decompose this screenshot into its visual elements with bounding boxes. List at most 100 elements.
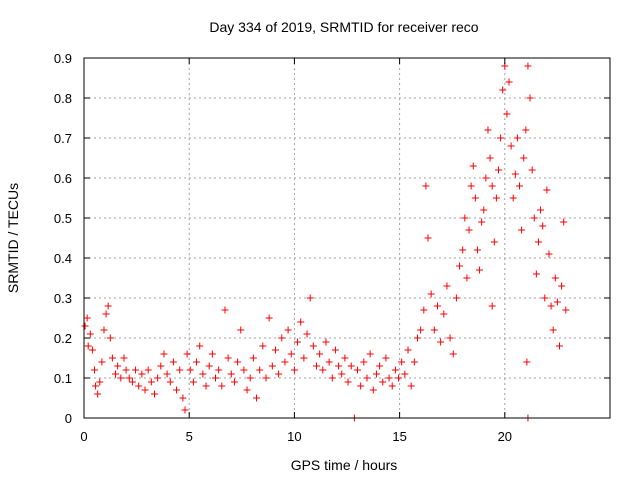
x-tick-label: 10 <box>287 429 301 444</box>
data-point <box>202 382 210 390</box>
data-point <box>262 374 270 382</box>
data-point <box>312 362 320 370</box>
data-point <box>234 358 242 366</box>
y-tick-label: 0.2 <box>54 331 72 346</box>
data-point <box>259 342 267 350</box>
data-point <box>486 154 494 162</box>
data-point <box>163 370 171 378</box>
data-point <box>84 342 92 350</box>
data-point <box>132 366 140 374</box>
x-tick-label: 15 <box>392 429 406 444</box>
data-point <box>513 134 521 142</box>
data-point <box>246 374 254 382</box>
data-point <box>344 378 352 386</box>
x-tick-label: 0 <box>80 429 87 444</box>
data-point <box>562 306 570 314</box>
data-point <box>360 358 368 366</box>
data-point <box>522 126 530 134</box>
y-tick-label: 0.1 <box>54 371 72 386</box>
data-point <box>112 370 120 378</box>
data-point <box>560 218 568 226</box>
data-point <box>494 166 502 174</box>
data-point <box>94 390 102 398</box>
data-point <box>322 338 330 346</box>
data-point <box>186 366 194 374</box>
data-point <box>537 206 545 214</box>
data-point <box>452 294 460 302</box>
data-point <box>81 322 89 330</box>
data-point <box>526 94 534 102</box>
data-point <box>507 142 515 150</box>
data-point <box>96 378 104 386</box>
data-point <box>83 314 91 322</box>
data-point <box>218 382 226 390</box>
data-point <box>417 326 425 334</box>
data-point <box>459 246 467 254</box>
data-point <box>104 302 112 310</box>
data-point <box>509 194 517 202</box>
data-point <box>369 386 377 394</box>
data-point <box>331 346 339 354</box>
data-point <box>166 378 174 386</box>
data-point <box>268 362 276 370</box>
data-point <box>398 358 406 366</box>
data-point <box>122 366 130 374</box>
data-point <box>102 310 110 318</box>
data-point <box>391 366 399 374</box>
data-point <box>488 302 496 310</box>
data-point <box>338 370 346 378</box>
data-point <box>357 382 365 390</box>
data-point <box>212 374 219 382</box>
x-tick-label: 20 <box>498 429 512 444</box>
y-tick-label: 0.5 <box>54 211 72 226</box>
data-point <box>449 350 457 358</box>
data-point <box>205 362 213 370</box>
data-point <box>306 294 314 302</box>
data-point <box>154 374 162 382</box>
data-point <box>128 378 136 386</box>
data-point <box>147 378 155 386</box>
y-tick-label: 0.4 <box>54 251 72 266</box>
data-point <box>106 334 114 342</box>
data-point <box>196 342 204 350</box>
data-point <box>120 354 128 362</box>
data-point <box>366 350 374 358</box>
data-point <box>108 354 116 362</box>
data-point <box>208 350 216 358</box>
data-point <box>150 390 158 398</box>
data-point <box>249 354 257 362</box>
data-point <box>407 382 415 390</box>
data-point <box>404 346 412 354</box>
data-point <box>382 354 390 362</box>
data-point <box>433 302 441 310</box>
data-point <box>395 374 403 382</box>
data-point <box>278 334 286 342</box>
data-point <box>410 358 418 366</box>
data-point <box>303 330 311 338</box>
data-point <box>181 406 189 414</box>
data-point <box>480 206 488 214</box>
data-point <box>422 182 430 190</box>
data-point <box>92 382 100 390</box>
data-point <box>144 366 152 374</box>
data-point <box>437 338 445 346</box>
data-point <box>497 134 505 142</box>
data-point <box>543 186 551 194</box>
data-point <box>549 326 557 334</box>
data-point <box>297 318 305 326</box>
data-point <box>335 362 343 370</box>
data-point <box>347 362 355 370</box>
data-point <box>354 366 362 374</box>
data-point <box>173 386 181 394</box>
data-point <box>237 326 245 334</box>
data-point <box>363 374 371 382</box>
data-point <box>503 110 511 118</box>
data-point <box>189 378 197 386</box>
data-point <box>427 290 435 298</box>
data-point <box>215 366 223 374</box>
data-point <box>471 194 479 202</box>
y-tick-label: 0.6 <box>54 171 72 186</box>
data-points <box>81 62 570 422</box>
data-point <box>545 250 553 258</box>
plot-area-border <box>83 57 611 419</box>
